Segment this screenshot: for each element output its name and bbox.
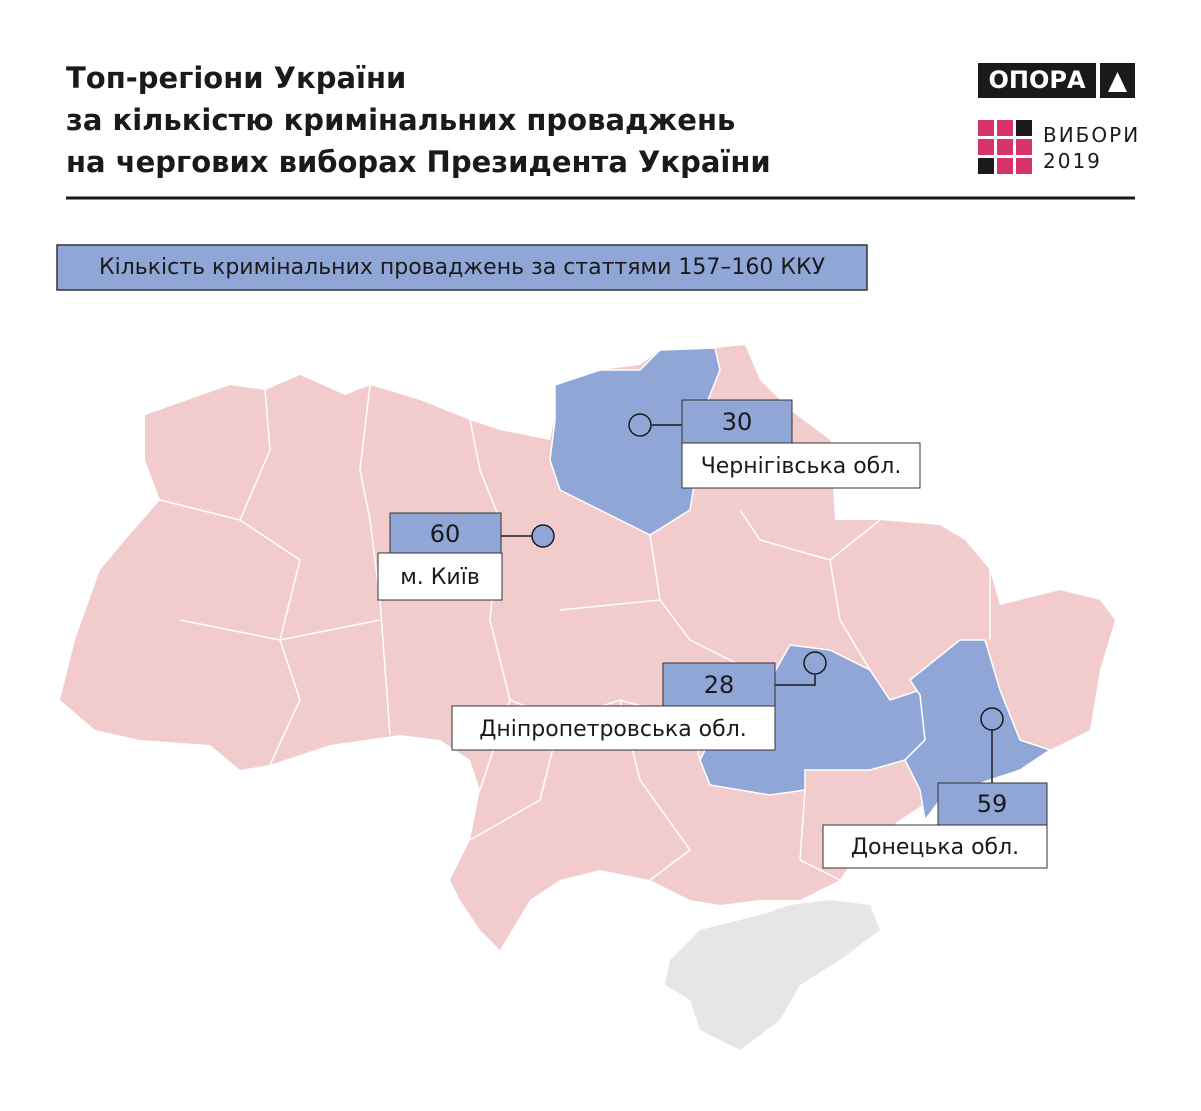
label-chernihiv: 30 Чернігівська обл.: [681, 399, 921, 489]
value-label: 60: [430, 520, 461, 548]
name-box: [451, 705, 776, 751]
value-label: 59: [977, 790, 1008, 818]
callouts: [501, 413, 1004, 783]
country: [60, 345, 1115, 950]
title-line: на чергових виборах Президента України: [66, 145, 771, 179]
name-box: [681, 442, 921, 489]
logo-text: ОПОРА: [988, 66, 1085, 94]
name-box: [822, 824, 1048, 869]
title-line: за кількістю кримінальних проваджень: [66, 103, 735, 137]
value-box: [681, 399, 793, 444]
map: [60, 345, 1115, 1050]
logo-box: [978, 63, 1096, 98]
value-label: 30: [722, 408, 753, 436]
value-label: 28: [704, 671, 735, 699]
name-box: [377, 552, 503, 601]
region-name: Донецька обл.: [851, 835, 1019, 860]
legend-box: [56, 244, 868, 291]
logo-sub: ВИБОРИ: [1043, 123, 1140, 147]
region-name: Чернігівська обл.: [701, 454, 902, 479]
legend-text: Кількість кримінальних проваджень за ста…: [99, 255, 826, 280]
value-box: [937, 782, 1048, 826]
value-box: [662, 662, 776, 707]
logo-grid: [978, 120, 1032, 174]
value-box: [389, 512, 502, 554]
label-donetsk: 59 Донецька обл.: [822, 782, 1048, 869]
region-highlight: [549, 347, 721, 536]
logo-triangle: [1108, 72, 1127, 92]
region-name: Дніпропетровська обл.: [479, 717, 747, 742]
logo-sub: 2019: [1043, 149, 1102, 173]
logo: ОПОРА ВИБОРИ 2019: [978, 63, 1140, 174]
region-name: м. Київ: [400, 565, 480, 590]
crimea: [665, 900, 880, 1050]
label-kyiv: 60 м. Київ: [377, 512, 503, 601]
title-line: Топ-регіони України: [66, 61, 406, 95]
label-dnipro: 28 Дніпропетровська обл.: [451, 662, 776, 751]
